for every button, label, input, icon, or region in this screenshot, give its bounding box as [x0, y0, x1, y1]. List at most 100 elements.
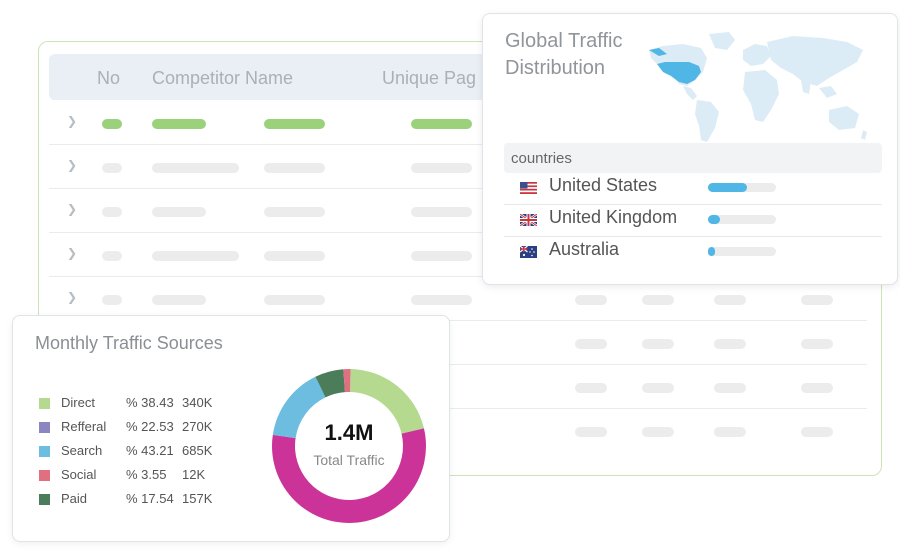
- traffic-donut-chart[interactable]: [271, 368, 427, 524]
- placeholder-bar: [152, 163, 239, 173]
- placeholder-bar: [801, 383, 833, 393]
- countries-header-label: countries: [511, 150, 572, 167]
- placeholder-bar: [642, 383, 674, 393]
- placeholder-bar: [102, 207, 122, 217]
- placeholder-bar: [575, 295, 607, 305]
- traffic-sources-card: Monthly Traffic Sources Direct % 38.43 3…: [12, 315, 450, 542]
- placeholder-bar: [264, 119, 325, 129]
- donut-segment-direct[interactable]: [350, 369, 424, 434]
- placeholder-bar: [714, 427, 746, 437]
- table-row[interactable]: ❯: [49, 276, 867, 321]
- legend-percent: % 3.55: [126, 467, 167, 482]
- placeholder-bar: [264, 251, 325, 261]
- placeholder-bar: [575, 383, 607, 393]
- traffic-sources-title: Monthly Traffic Sources: [35, 333, 223, 353]
- placeholder-bar: [102, 119, 122, 129]
- donut-segment-search[interactable]: [272, 376, 326, 439]
- legend-percent: % 38.43: [126, 395, 174, 410]
- placeholder-bar: [102, 295, 122, 305]
- country-row[interactable]: United Kingdom: [504, 204, 882, 237]
- column-header-no[interactable]: No: [97, 68, 121, 88]
- donut-segment-paid[interactable]: [315, 369, 345, 398]
- table-row[interactable]: ❯: [49, 100, 867, 145]
- global-traffic-title: Global Traffic Distribution: [505, 30, 623, 79]
- country-share-fill: [708, 215, 720, 224]
- country-name: United States: [549, 175, 658, 195]
- placeholder-bar: [642, 295, 674, 305]
- legend-percent: % 17.54: [126, 491, 174, 506]
- table-row[interactable]: ❯: [49, 144, 867, 189]
- placeholder-bar: [102, 251, 122, 261]
- placeholder-bar: [642, 339, 674, 349]
- legend-swatch: [39, 470, 50, 481]
- table-row[interactable]: ❯: [49, 232, 867, 277]
- placeholder-bar: [575, 339, 607, 349]
- placeholder-bar: [152, 119, 206, 129]
- donut-total-label: Total Traffic: [313, 452, 385, 468]
- chevron-right-icon[interactable]: ❯: [67, 290, 78, 304]
- legend-swatch: [39, 398, 50, 409]
- legend-percent: % 43.21: [126, 443, 174, 458]
- table-row[interactable]: [49, 408, 867, 452]
- placeholder-bar: [411, 163, 472, 173]
- country-share-fill: [708, 247, 715, 256]
- placeholder-bar: [575, 427, 607, 437]
- country-row[interactable]: Australia: [504, 236, 882, 268]
- country-name: Australia: [549, 239, 620, 259]
- country-share-bar: [708, 215, 776, 224]
- uk-flag-icon: [520, 214, 537, 226]
- chevron-right-icon[interactable]: ❯: [67, 114, 78, 128]
- chevron-right-icon[interactable]: ❯: [67, 202, 78, 216]
- legend-value: 685K: [182, 443, 213, 458]
- donut-total-value: 1.4M: [324, 420, 374, 445]
- legend-name: Refferal: [61, 419, 107, 434]
- legend-name: Search: [61, 443, 103, 458]
- placeholder-bar: [152, 207, 206, 217]
- legend-percent: % 22.53: [126, 419, 174, 434]
- legend-name: Direct: [61, 395, 95, 410]
- chevron-right-icon[interactable]: ❯: [67, 246, 78, 260]
- placeholder-bar: [801, 427, 833, 437]
- placeholder-bar: [411, 251, 472, 261]
- donut-segment-main[interactable]: [272, 428, 426, 523]
- global-traffic-card: Global Traffic Distribution: [482, 13, 898, 285]
- placeholder-bar: [714, 339, 746, 349]
- us-flag-icon: [520, 182, 537, 194]
- placeholder-bar: [714, 295, 746, 305]
- placeholder-bar: [152, 295, 206, 305]
- placeholder-bar: [264, 207, 325, 217]
- country-share-fill: [708, 183, 748, 192]
- country-row[interactable]: United States: [504, 172, 882, 205]
- country-share-bar: [708, 183, 776, 192]
- table-row[interactable]: ❯: [49, 188, 867, 233]
- world-map: [649, 32, 867, 142]
- chevron-right-icon[interactable]: ❯: [67, 158, 78, 172]
- legend-name: Paid: [61, 491, 88, 506]
- country-share-bar: [708, 247, 776, 256]
- placeholder-bar: [264, 295, 325, 305]
- legend-value: 157K: [182, 491, 213, 506]
- table-row[interactable]: [49, 364, 867, 409]
- legend-value: 12K: [182, 467, 206, 482]
- placeholder-bar: [102, 163, 122, 173]
- legend-name: Social: [61, 467, 97, 482]
- placeholder-bar: [264, 163, 325, 173]
- placeholder-bar: [642, 427, 674, 437]
- country-name: United Kingdom: [549, 207, 678, 227]
- placeholder-bar: [152, 251, 239, 261]
- legend-value: 270K: [182, 419, 213, 434]
- placeholder-bar: [714, 383, 746, 393]
- column-header-unique-pages[interactable]: Unique Pag: [382, 68, 477, 88]
- placeholder-bar: [411, 119, 472, 129]
- legend-swatch: [39, 494, 50, 505]
- table-row[interactable]: [49, 320, 867, 365]
- legend-value: 340K: [182, 395, 213, 410]
- column-header-competitor-name[interactable]: Competitor Name: [152, 68, 294, 88]
- donut-segment-social[interactable]: [343, 369, 351, 393]
- placeholder-bar: [411, 295, 472, 305]
- placeholder-bar: [801, 339, 833, 349]
- placeholder-bar: [801, 295, 833, 305]
- legend-swatch: [39, 422, 50, 433]
- countries-header: countries: [504, 143, 882, 173]
- placeholder-bar: [411, 207, 472, 217]
